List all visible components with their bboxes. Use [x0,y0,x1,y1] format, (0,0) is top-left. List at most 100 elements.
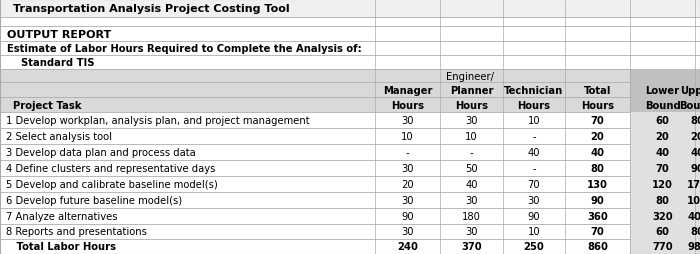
Text: 20: 20 [656,132,669,142]
Text: 80: 80 [691,227,700,236]
Bar [0,27,700,42]
Bar [0,0,700,18]
Bar [0,192,700,208]
Text: 10: 10 [528,227,540,236]
Bar [0,161,700,177]
Bar [0,113,700,129]
Text: Estimate of Labor Hours Required to Complete the Analysis of:: Estimate of Labor Hours Required to Comp… [7,44,362,54]
Bar [630,70,700,83]
Text: 30: 30 [401,227,414,236]
Text: 10: 10 [401,132,414,142]
Text: 20: 20 [401,179,414,189]
Text: Total Labor Hours: Total Labor Hours [6,242,116,251]
Text: 2 Select analysis tool: 2 Select analysis tool [6,132,112,142]
Text: 180: 180 [462,211,481,221]
Text: Bound: Bound [645,101,680,110]
Text: Engineer/: Engineer/ [446,72,494,82]
Bar [630,208,700,224]
Text: 400: 400 [687,211,700,221]
Text: 1 Develop workplan, analysis plan, and project management: 1 Develop workplan, analysis plan, and p… [6,116,309,126]
Text: 70: 70 [656,164,669,173]
Text: 70: 70 [528,179,540,189]
Text: Hours: Hours [391,101,424,110]
Text: 50: 50 [466,164,478,173]
Text: Lower: Lower [645,86,680,96]
Text: 60: 60 [656,227,669,236]
Text: Technician: Technician [505,86,564,96]
Text: 80: 80 [691,116,700,126]
Bar [0,42,700,56]
Bar [0,224,700,239]
Text: 7 Analyze alternatives: 7 Analyze alternatives [6,211,118,221]
Text: OUTPUT REPORT: OUTPUT REPORT [7,29,111,40]
Bar [0,56,700,70]
Text: 240: 240 [397,242,418,251]
Text: 70: 70 [591,227,604,236]
Text: 30: 30 [466,195,477,205]
Text: -: - [406,148,410,158]
Text: 130: 130 [587,179,608,189]
Text: Standard TIS: Standard TIS [7,58,94,68]
Bar [630,192,700,208]
Text: 770: 770 [652,242,673,251]
Text: 30: 30 [466,227,477,236]
Text: 10: 10 [466,132,478,142]
Text: 90: 90 [691,164,700,173]
Text: 70: 70 [591,116,604,126]
Bar [0,208,700,224]
Bar [630,129,700,145]
Bar [0,70,700,83]
Text: 3 Develop data plan and process data: 3 Develop data plan and process data [6,148,196,158]
Text: 40: 40 [655,148,669,158]
Text: 30: 30 [401,164,414,173]
Text: 100: 100 [687,195,700,205]
Text: 980: 980 [687,242,700,251]
Text: Hours: Hours [455,101,488,110]
Bar [630,98,700,113]
Text: 90: 90 [528,211,540,221]
Text: 40: 40 [466,179,477,189]
Text: Transportation Analysis Project Costing Tool: Transportation Analysis Project Costing … [13,4,290,14]
Text: -: - [532,164,536,173]
Bar [0,98,700,113]
Text: 30: 30 [466,116,477,126]
Text: Manager: Manager [383,86,433,96]
Bar [630,113,700,129]
Text: 30: 30 [401,195,414,205]
Text: 40: 40 [528,148,540,158]
Text: 370: 370 [461,242,482,251]
Text: 30: 30 [401,116,414,126]
Bar [0,145,700,161]
Text: 320: 320 [652,211,673,221]
Text: Total: Total [584,86,611,96]
Text: 8 Reports and presentations: 8 Reports and presentations [6,227,147,236]
Text: 40: 40 [591,148,605,158]
Bar [0,18,700,27]
Bar [630,177,700,192]
Bar [630,224,700,239]
Bar [0,83,700,98]
Text: Upper: Upper [680,86,700,96]
Text: -: - [470,148,473,158]
Text: Bound: Bound [680,101,700,110]
Text: 6 Develop future baseline model(s): 6 Develop future baseline model(s) [6,195,182,205]
Text: Project Task: Project Task [13,101,81,110]
Bar [0,177,700,192]
Text: 5 Develop and calibrate baseline model(s): 5 Develop and calibrate baseline model(s… [6,179,218,189]
Bar [630,145,700,161]
Bar [0,129,700,145]
Text: 170: 170 [687,179,700,189]
Bar [0,239,700,254]
Text: 20: 20 [691,132,700,142]
Text: 360: 360 [587,211,608,221]
Text: 80: 80 [656,195,669,205]
Bar [630,239,700,254]
Bar [630,161,700,177]
Text: 60: 60 [656,116,669,126]
Text: 90: 90 [591,195,604,205]
Text: 40: 40 [690,148,700,158]
Text: 860: 860 [587,242,608,251]
Text: 4 Define clusters and representative days: 4 Define clusters and representative day… [6,164,216,173]
Text: -: - [532,132,536,142]
Text: 120: 120 [652,179,673,189]
